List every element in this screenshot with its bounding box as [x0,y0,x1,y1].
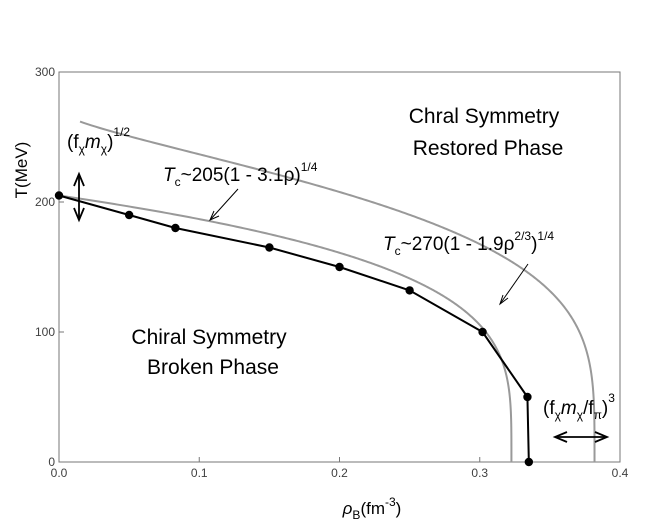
y-tick-label: 300 [35,65,55,79]
x-axis-title: ρB(fm-3) [342,495,402,522]
data-point [54,191,64,200]
restored-phase-label-line1: Chral Symmetry [409,105,560,128]
temperature-uncertainty-arrow [73,171,85,223]
density-uncertainty-formula: (fχmχ/fπ)3 [543,391,615,422]
fit-curve-205 [58,194,513,462]
restored-phase-label-line2: Restored Phase [413,137,564,160]
data-point [124,210,134,220]
y-tick-label: 0 [48,455,55,469]
data-point [171,223,180,233]
x-tick-label: 0.1 [191,466,208,480]
temperature-uncertainty-formula: (fχmχ)1/2 [67,125,130,156]
formula-pointers [209,188,529,306]
density-uncertainty-arrow [552,431,610,443]
data-point [523,392,532,402]
data-point [524,457,534,467]
data-series-points [54,191,534,467]
x-tick-label: 0.4 [612,466,629,480]
y-axis-title: T(MeV) [12,142,31,199]
data-point [265,243,274,252]
data-point [405,286,414,295]
x-tick-label: 0.2 [331,466,348,480]
data-point [478,327,487,337]
x-tick-label: 0.0 [51,466,68,480]
y-tick-label: 100 [35,325,55,339]
y-tick-label: 200 [35,195,55,209]
fit-formula-270: Tc~270(1 - 1.9ρ2/3)1/4 [383,229,554,258]
x-axis: 0.0 0.1 0.2 0.3 0.4 [51,457,629,480]
fit-curve-270 [79,120,596,462]
fit-formula-205: Tc~205(1 - 3.1ρ)1/4 [163,160,318,189]
data-point [335,262,344,272]
y-axis: 0 100 200 300 [35,65,64,469]
x-tick-label: 0.3 [471,466,488,480]
broken-phase-label-line1: Chiral Symmetry [131,326,287,349]
broken-phase-label-line2: Broken Phase [147,356,279,379]
